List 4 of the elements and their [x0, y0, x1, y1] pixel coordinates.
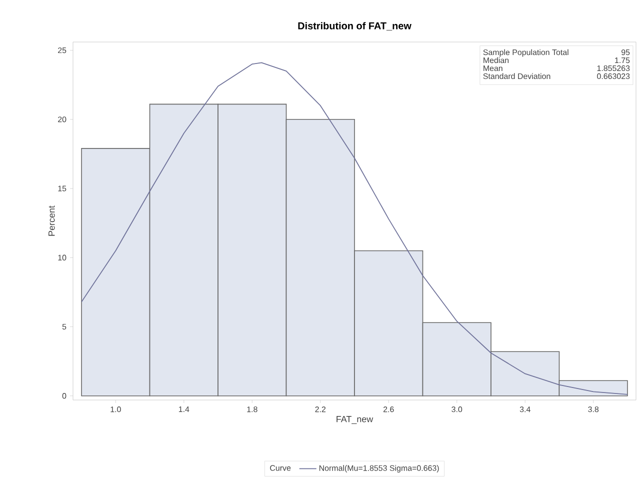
chart-title: Distribution of FAT_new	[298, 22, 412, 31]
x-axis-title: FAT_new	[336, 416, 374, 424]
y-axis-title: Percent	[48, 206, 55, 236]
line-series	[81, 62, 628, 395]
